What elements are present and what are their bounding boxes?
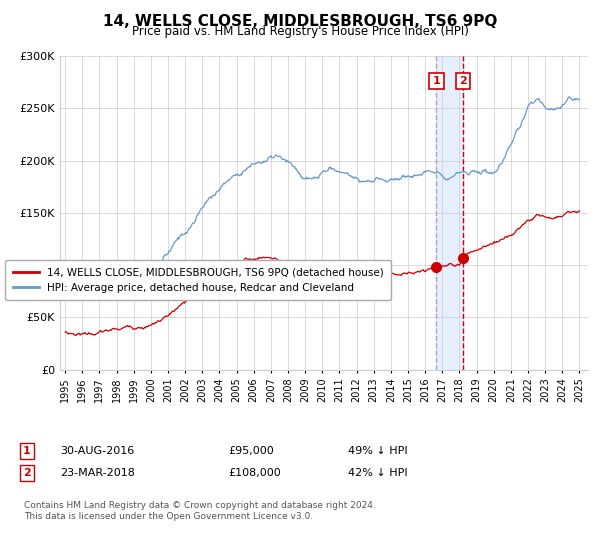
Text: 1: 1 — [433, 76, 440, 86]
Text: 2: 2 — [460, 76, 467, 86]
Text: 49% ↓ HPI: 49% ↓ HPI — [348, 446, 407, 456]
Text: 14, WELLS CLOSE, MIDDLESBROUGH, TS6 9PQ: 14, WELLS CLOSE, MIDDLESBROUGH, TS6 9PQ — [103, 14, 497, 29]
Legend: 14, WELLS CLOSE, MIDDLESBROUGH, TS6 9PQ (detached house), HPI: Average price, de: 14, WELLS CLOSE, MIDDLESBROUGH, TS6 9PQ … — [5, 260, 391, 300]
Text: Price paid vs. HM Land Registry's House Price Index (HPI): Price paid vs. HM Land Registry's House … — [131, 25, 469, 38]
Text: £108,000: £108,000 — [228, 468, 281, 478]
Text: Contains HM Land Registry data © Crown copyright and database right 2024.
This d: Contains HM Land Registry data © Crown c… — [24, 501, 376, 521]
Bar — [436, 56, 463, 370]
Text: 23-MAR-2018: 23-MAR-2018 — [60, 468, 135, 478]
Text: 42% ↓ HPI: 42% ↓ HPI — [348, 468, 407, 478]
Text: 1: 1 — [23, 446, 31, 456]
Text: 30-AUG-2016: 30-AUG-2016 — [60, 446, 134, 456]
Text: 2: 2 — [23, 468, 31, 478]
Text: £95,000: £95,000 — [228, 446, 274, 456]
